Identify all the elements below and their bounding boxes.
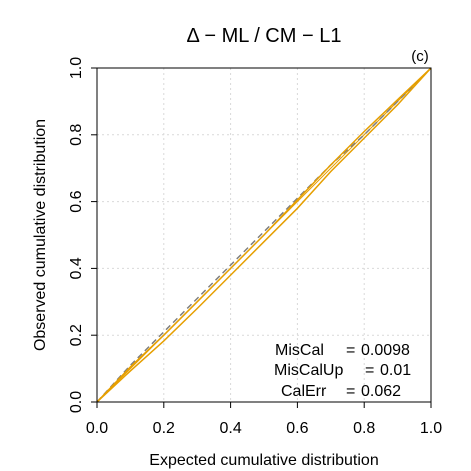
x-tick-label: 0.2 bbox=[153, 420, 175, 437]
x-tick-label: 0.0 bbox=[86, 420, 108, 437]
x-axis-label: Expected cumulative distribution bbox=[149, 452, 378, 469]
y-axis-ticks: 0.0 0.2 0.4 0.6 0.8 1.0 bbox=[68, 57, 97, 413]
panel-label: (c) bbox=[411, 48, 429, 65]
plot-frame bbox=[96, 67, 432, 403]
x-axis-ticks: 0.0 0.2 0.4 0.6 0.8 1.0 bbox=[86, 402, 442, 437]
stats-box: MisCal = 0.0098 MisCalUp = 0.01 CalErr =… bbox=[274, 342, 411, 400]
stat-miscalup-eq: = bbox=[365, 362, 374, 379]
y-tick-label: 0.6 bbox=[68, 190, 85, 212]
x-tick-label: 0.6 bbox=[286, 420, 308, 437]
series-line-0 bbox=[96, 67, 432, 403]
chart-title: Δ − ML / CM − L1 bbox=[187, 25, 342, 47]
series-line-2 bbox=[96, 67, 432, 403]
x-tick-label: 0.8 bbox=[353, 420, 375, 437]
y-axis-label: Observed cumulative distribution bbox=[32, 119, 49, 351]
x-tick-label: 1.0 bbox=[420, 420, 442, 437]
stat-miscal-label: MisCal bbox=[275, 342, 324, 359]
stat-miscal-eq: = bbox=[346, 342, 355, 359]
stat-miscalup-value: 0.01 bbox=[380, 362, 411, 379]
y-tick-label: 0.0 bbox=[68, 391, 85, 413]
series-line-1 bbox=[96, 67, 432, 403]
stat-miscalup-label: MisCalUp bbox=[274, 362, 343, 379]
stat-calerr-value: 0.062 bbox=[361, 383, 401, 400]
stat-calerr-label: CalErr bbox=[281, 383, 327, 400]
x-tick-label: 0.4 bbox=[219, 420, 241, 437]
plot-data bbox=[96, 67, 432, 403]
stat-calerr-eq: = bbox=[346, 383, 355, 400]
y-tick-label: 0.2 bbox=[68, 324, 85, 346]
stat-miscal-value: 0.0098 bbox=[361, 342, 410, 359]
y-tick-label: 0.8 bbox=[68, 124, 85, 146]
y-tick-label: 1.0 bbox=[68, 57, 85, 79]
y-tick-label: 0.4 bbox=[68, 257, 85, 279]
